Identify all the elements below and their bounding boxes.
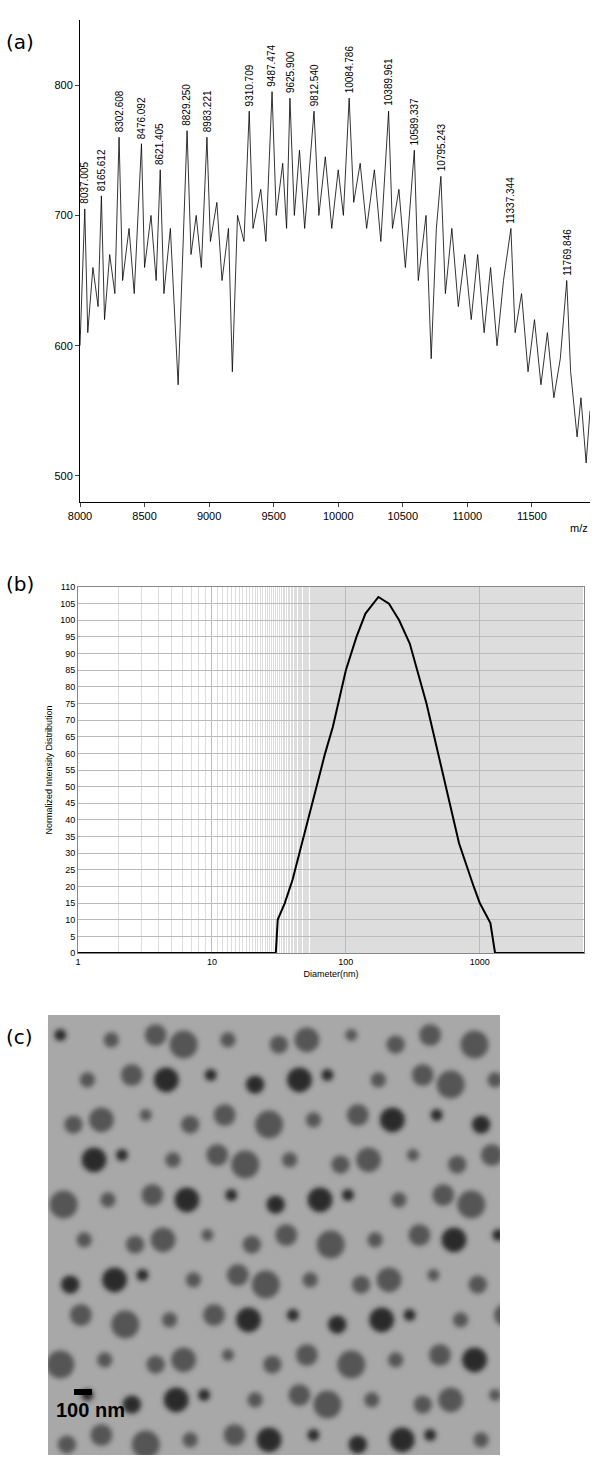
svg-text:9625.900: 9625.900 xyxy=(285,51,296,93)
svg-text:75: 75 xyxy=(65,699,75,709)
svg-text:35: 35 xyxy=(65,832,75,842)
svg-text:5: 5 xyxy=(70,932,75,942)
html-text:(a): (a) xyxy=(6,30,34,54)
svg-text:8829.250: 8829.250 xyxy=(181,84,192,126)
svg-text:105: 105 xyxy=(60,599,75,609)
svg-text:20: 20 xyxy=(65,882,75,892)
svg-text:30: 30 xyxy=(65,848,75,858)
svg-text:8476.092: 8476.092 xyxy=(136,97,147,139)
svg-text:10000: 10000 xyxy=(323,510,354,522)
svg-text:9310.709: 9310.709 xyxy=(244,64,255,106)
svg-text:8302.608: 8302.608 xyxy=(114,90,125,132)
svg-text:10500: 10500 xyxy=(387,510,418,522)
svg-text:100 nm: 100 nm xyxy=(56,1399,125,1421)
svg-text:80: 80 xyxy=(65,682,75,692)
svg-text:9487.474: 9487.474 xyxy=(266,45,277,87)
svg-text:10589.337: 10589.337 xyxy=(409,98,420,146)
svg-text:100: 100 xyxy=(338,957,353,967)
svg-text:9000: 9000 xyxy=(197,510,221,522)
svg-text:8983.221: 8983.221 xyxy=(202,90,213,132)
svg-text:m/z: m/z xyxy=(570,522,588,534)
svg-text:15: 15 xyxy=(65,898,75,908)
html-text:(c): (c) xyxy=(6,1025,33,1049)
svg-text:10084.786: 10084.786 xyxy=(344,46,355,94)
svg-text:110: 110 xyxy=(61,582,75,592)
svg-text:11000: 11000 xyxy=(452,510,482,522)
svg-text:60: 60 xyxy=(65,749,75,759)
svg-text:10: 10 xyxy=(65,915,75,925)
svg-text:500: 500 xyxy=(54,470,72,482)
svg-text:45: 45 xyxy=(65,798,75,808)
svg-text:Diameter(nm): Diameter(nm) xyxy=(303,969,358,979)
svg-text:40: 40 xyxy=(65,815,75,825)
svg-text:100: 100 xyxy=(60,615,75,625)
svg-text:10: 10 xyxy=(207,957,217,967)
html-text:(b): (b) xyxy=(6,572,35,596)
svg-text:95: 95 xyxy=(65,632,75,642)
svg-text:90: 90 xyxy=(65,649,75,659)
svg-text:Normalized Intensity Distribut: Normalized Intensity Distribution xyxy=(44,705,54,834)
svg-text:55: 55 xyxy=(65,765,75,775)
svg-text:0: 0 xyxy=(70,948,75,958)
svg-text:800: 800 xyxy=(54,79,72,91)
svg-text:700: 700 xyxy=(54,209,72,221)
svg-text:8500: 8500 xyxy=(132,510,156,522)
svg-text:8000: 8000 xyxy=(68,510,92,522)
svg-text:70: 70 xyxy=(65,715,75,725)
svg-text:10389.961: 10389.961 xyxy=(383,58,394,106)
svg-text:50: 50 xyxy=(65,782,75,792)
svg-text:9500: 9500 xyxy=(261,510,285,522)
svg-text:65: 65 xyxy=(65,732,75,742)
svg-text:1000: 1000 xyxy=(470,957,490,967)
svg-text:8621.405: 8621.405 xyxy=(154,123,165,165)
svg-text:8037.005: 8037.005 xyxy=(79,162,90,204)
svg-text:10795.243: 10795.243 xyxy=(436,124,447,172)
svg-text:25: 25 xyxy=(65,865,75,875)
svg-text:600: 600 xyxy=(54,340,72,352)
svg-text:9812.540: 9812.540 xyxy=(309,64,320,106)
svg-text:8165.612: 8165.612 xyxy=(96,149,107,191)
svg-text:1: 1 xyxy=(75,957,80,967)
svg-text:11769.846: 11769.846 xyxy=(562,229,573,276)
svg-text:11500: 11500 xyxy=(517,510,547,522)
svg-text:11337.344: 11337.344 xyxy=(505,177,516,224)
svg-text:85: 85 xyxy=(65,665,75,675)
